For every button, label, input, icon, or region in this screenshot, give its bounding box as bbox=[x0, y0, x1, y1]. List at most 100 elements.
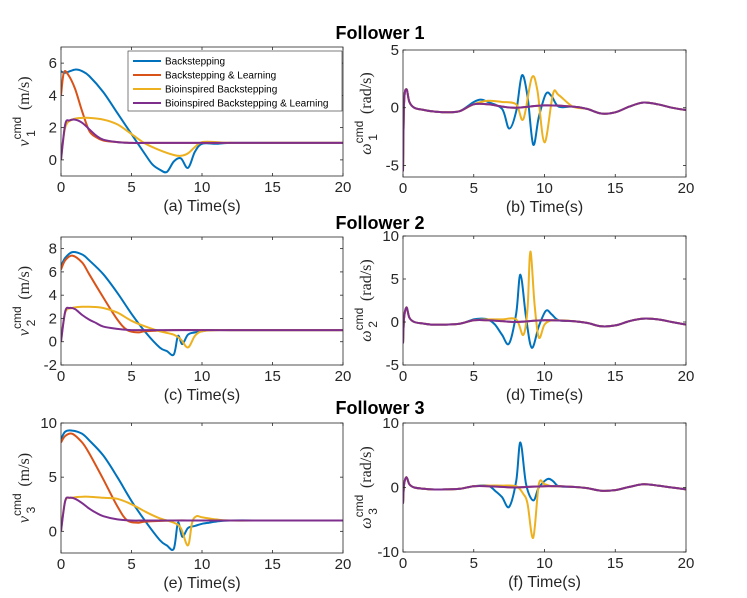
x-tick-label: 0 bbox=[57, 368, 65, 385]
y-tick-label: 5 bbox=[49, 469, 57, 486]
x-tick-label: 10 bbox=[194, 179, 211, 196]
x-tick-label: 15 bbox=[607, 555, 624, 572]
y-label-unit: (m/s) bbox=[16, 266, 33, 304]
y-axis-label-e: vcmd3 (m/s) bbox=[10, 453, 38, 523]
y-label-symbol: ω bbox=[358, 517, 375, 528]
x-tick-label: 15 bbox=[264, 179, 281, 196]
y-label-symbol: ω bbox=[358, 143, 375, 154]
x-axis-label-f: (f) Time(s) bbox=[508, 574, 581, 591]
x-tick-label: 0 bbox=[399, 368, 407, 385]
plot-area-e bbox=[61, 423, 343, 553]
x-axis-label-b: (b) Time(s) bbox=[506, 199, 583, 216]
follower-3-title: Follower 3 bbox=[335, 398, 424, 418]
x-tick-label: 20 bbox=[678, 555, 695, 572]
series-line-f-bioinspired-learning bbox=[403, 476, 686, 504]
x-tick-label: 20 bbox=[335, 368, 352, 385]
x-tick-label: 10 bbox=[536, 368, 553, 385]
y-label-superscript: cmd bbox=[10, 493, 24, 516]
y-tick-label: 4 bbox=[49, 87, 57, 104]
legend-label: Backstepping bbox=[165, 57, 225, 68]
series-line-d-bioinspired-learning bbox=[403, 306, 686, 344]
panel-b: 0 5 10 15 20-505(b) Time(s)ωcmd1 (rad/s) bbox=[352, 42, 694, 216]
y-label-subscript: 1 bbox=[366, 134, 380, 141]
x-tick-label: 5 bbox=[127, 556, 135, 573]
series-group-f bbox=[403, 441, 686, 539]
x-tick-label: 0 bbox=[399, 180, 407, 197]
series-line-a-bioinspired-learning bbox=[61, 118, 343, 161]
series-line-e-bioinspired-learning bbox=[61, 496, 343, 532]
y-label-superscript: cmd bbox=[10, 306, 24, 329]
y-label-symbol: v bbox=[16, 139, 33, 147]
x-axis-label-c: (c) Time(s) bbox=[164, 387, 240, 404]
plot-area-c bbox=[61, 237, 343, 365]
y-tick-label: -10 bbox=[377, 544, 399, 561]
y-label-symbol: v bbox=[16, 328, 33, 336]
x-tick-label: 0 bbox=[399, 555, 407, 572]
x-tick-label: 15 bbox=[607, 180, 624, 197]
y-tick-label: 2 bbox=[49, 310, 57, 327]
y-tick-label: 5 bbox=[391, 42, 399, 59]
x-tick-label: 10 bbox=[536, 555, 553, 572]
series-line-b-bioinspired-learning bbox=[403, 88, 686, 172]
legend-label: Bioinspired Backstepping bbox=[165, 85, 277, 96]
y-label-unit: (rad/s) bbox=[358, 72, 375, 118]
y-label-symbol: v bbox=[16, 515, 33, 523]
x-tick-label: 20 bbox=[335, 179, 352, 196]
y-tick-label: 10 bbox=[382, 415, 399, 432]
follower-1-title: Follower 1 bbox=[335, 23, 424, 43]
follower-2-title: Follower 2 bbox=[335, 213, 424, 233]
series-line-c-bioinspired-learning bbox=[61, 306, 343, 342]
x-tick-label: 5 bbox=[127, 179, 135, 196]
plot-area-f bbox=[403, 423, 686, 552]
legend-box bbox=[127, 50, 343, 112]
y-tick-label: 10 bbox=[382, 228, 399, 245]
legend: Backstepping Backstepping & Learning Bioin… bbox=[127, 50, 343, 112]
y-axis-label-d: ωcmd2 (rad/s) bbox=[352, 259, 380, 341]
x-tick-label: 20 bbox=[678, 180, 695, 197]
x-tick-label: 15 bbox=[264, 368, 281, 385]
y-label-unit: (m/s) bbox=[16, 76, 33, 114]
x-axis-label-d: (d) Time(s) bbox=[506, 387, 583, 404]
series-group-d bbox=[403, 250, 686, 349]
x-tick-label: 15 bbox=[607, 368, 624, 385]
y-tick-label: 4 bbox=[49, 287, 57, 304]
x-tick-label: 10 bbox=[194, 556, 211, 573]
y-tick-label: 6 bbox=[49, 55, 57, 72]
y-tick-label: 8 bbox=[49, 241, 57, 258]
y-label-subscript: 1 bbox=[24, 130, 38, 137]
panel-e: 0 5 10 15 20 0 5 10 (e) Time(s) vcmd3 (m/s) bbox=[10, 415, 351, 592]
x-tick-label: 0 bbox=[57, 179, 65, 196]
y-tick-label: 2 bbox=[49, 120, 57, 137]
plot-area-d bbox=[403, 236, 686, 365]
series-group-a bbox=[61, 68, 343, 174]
y-label-superscript: cmd bbox=[352, 121, 366, 144]
y-label-subscript: 3 bbox=[24, 506, 38, 513]
x-tick-label: 10 bbox=[194, 368, 211, 385]
x-tick-label: 10 bbox=[536, 180, 553, 197]
y-tick-label: 0 bbox=[391, 100, 399, 117]
y-tick-label: -2 bbox=[44, 357, 57, 374]
y-label-subscript: 2 bbox=[24, 319, 38, 326]
y-axis-label-b: ωcmd1 (rad/s) bbox=[352, 72, 380, 154]
y-tick-label: 0 bbox=[49, 523, 57, 540]
y-label-superscript: cmd bbox=[352, 495, 366, 518]
x-tick-label: 5 bbox=[470, 555, 478, 572]
y-tick-label: 0 bbox=[391, 314, 399, 331]
y-label-unit: (rad/s) bbox=[358, 446, 375, 492]
x-tick-label: 5 bbox=[127, 368, 135, 385]
series-group-c bbox=[61, 250, 343, 357]
y-tick-label: -5 bbox=[386, 357, 399, 374]
y-tick-label: 10 bbox=[40, 415, 57, 432]
y-label-superscript: cmd bbox=[10, 117, 24, 140]
x-axis-label-e: (e) Time(s) bbox=[163, 575, 240, 592]
y-tick-label: 6 bbox=[49, 264, 57, 281]
y-label-unit: (rad/s) bbox=[358, 259, 375, 305]
y-tick-label: 0 bbox=[49, 334, 57, 351]
legend-label: Backstepping & Learning bbox=[165, 71, 276, 82]
series-group-b bbox=[403, 74, 686, 172]
series-group-e bbox=[61, 429, 343, 551]
